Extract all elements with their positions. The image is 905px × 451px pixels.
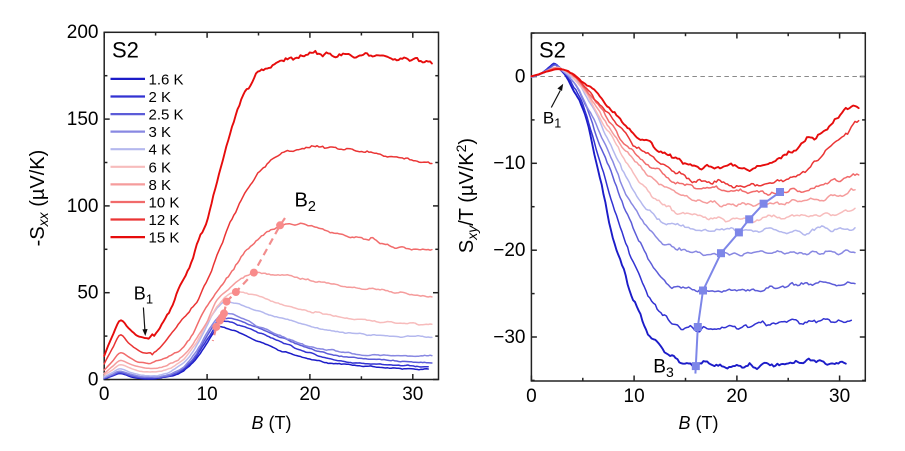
- svg-text:150: 150: [67, 109, 99, 130]
- svg-text:8 K: 8 K: [149, 177, 172, 194]
- svg-text:0: 0: [515, 66, 526, 87]
- svg-text:30: 30: [829, 386, 850, 407]
- svg-text:0: 0: [526, 386, 537, 407]
- svg-text:−20: −20: [493, 240, 525, 261]
- svg-text:30: 30: [402, 384, 423, 405]
- svg-text:S2: S2: [539, 38, 566, 63]
- svg-text:4 K: 4 K: [149, 142, 172, 159]
- svg-text:-Sxx (µV/K): -Sxx (µV/K): [27, 150, 51, 247]
- svg-text:3 K: 3 K: [149, 124, 172, 141]
- svg-text:1.6 K: 1.6 K: [149, 71, 184, 88]
- svg-text:50: 50: [77, 283, 98, 304]
- svg-text:15 K: 15 K: [149, 230, 180, 247]
- svg-text:−10: −10: [493, 153, 525, 174]
- svg-text:0: 0: [99, 384, 110, 405]
- svg-text:2.5 K: 2.5 K: [149, 107, 184, 124]
- svg-text:B (T): B (T): [252, 413, 292, 433]
- svg-text:−30: −30: [493, 327, 525, 348]
- svg-text:B (T): B (T): [679, 413, 719, 433]
- svg-text:20: 20: [726, 386, 747, 407]
- svg-text:6 K: 6 K: [149, 159, 172, 176]
- svg-text:2 K: 2 K: [149, 89, 172, 106]
- svg-text:100: 100: [67, 196, 99, 217]
- svg-text:10 K: 10 K: [149, 195, 180, 212]
- svg-text:200: 200: [67, 22, 99, 43]
- svg-text:0: 0: [88, 369, 99, 390]
- svg-text:10: 10: [624, 386, 645, 407]
- svg-text:S2: S2: [112, 38, 139, 63]
- svg-text:12 K: 12 K: [149, 212, 180, 229]
- svg-text:20: 20: [299, 384, 320, 405]
- svg-text:10: 10: [197, 384, 218, 405]
